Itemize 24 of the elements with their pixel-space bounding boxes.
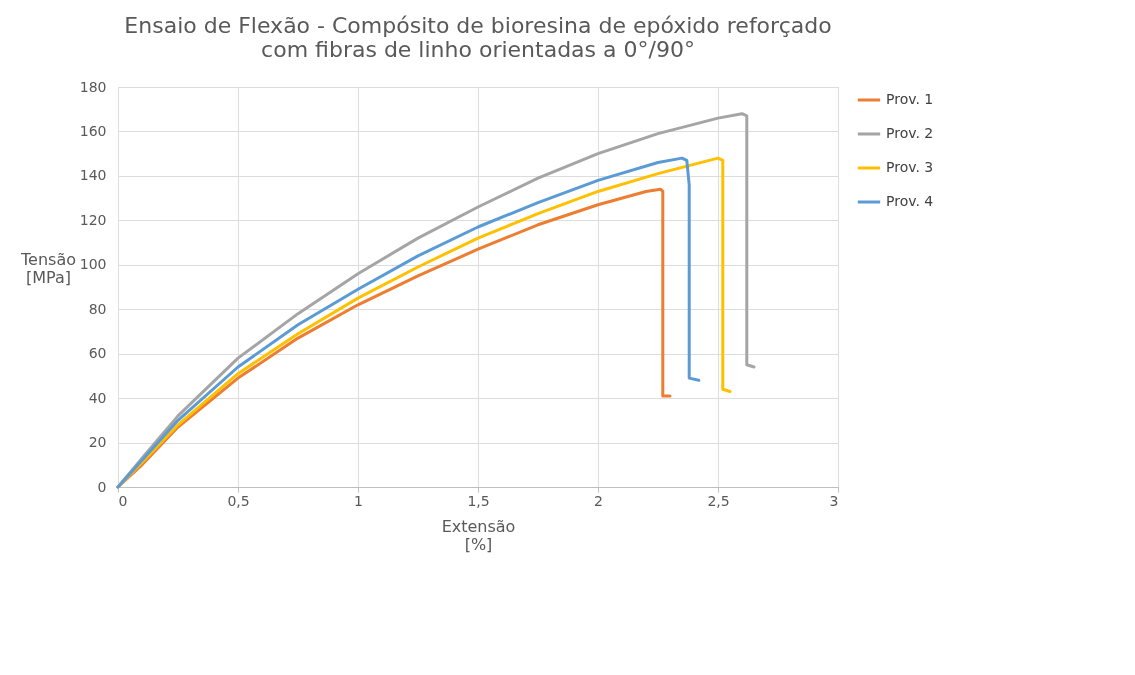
chart-title: Ensaio de Flexão - Compósito de bioresina de epóxido reforçado com fibras de linho orientadas a 0°/90°	[124, 13, 832, 62]
x-tick-label: 3	[829, 492, 839, 509]
y-tick-label: 160	[79, 122, 107, 139]
y-tick-label: 60	[88, 345, 107, 362]
y-tick-label: 120	[79, 211, 107, 228]
y-tick-label: 100	[79, 256, 107, 273]
legend-label: Prov. 3	[886, 159, 934, 175]
x-tick-label: 2	[594, 492, 603, 509]
legend-label: Prov. 1	[886, 91, 934, 107]
x-tick-label: 0	[118, 492, 128, 509]
y-axis-title: Tensão [MPa]	[20, 249, 76, 287]
x-tick-label: 1	[354, 492, 363, 509]
y-tick-label: 80	[88, 300, 107, 317]
x-tick-label: 1,5	[467, 492, 490, 509]
y-tick-label: 140	[79, 167, 107, 184]
y-tick-label: 180	[79, 78, 107, 95]
x-axis-title: Extensão [%]	[441, 516, 516, 554]
legend-label: Prov. 2	[886, 125, 934, 141]
x-tick-label: 2,5	[707, 492, 730, 509]
y-tick-label: 0	[97, 478, 107, 495]
y-tick-label: 40	[88, 389, 107, 406]
x-tick-label: 0,5	[227, 492, 250, 509]
y-tick-label: 20	[88, 434, 107, 451]
legend-label: Prov. 4	[886, 193, 934, 209]
